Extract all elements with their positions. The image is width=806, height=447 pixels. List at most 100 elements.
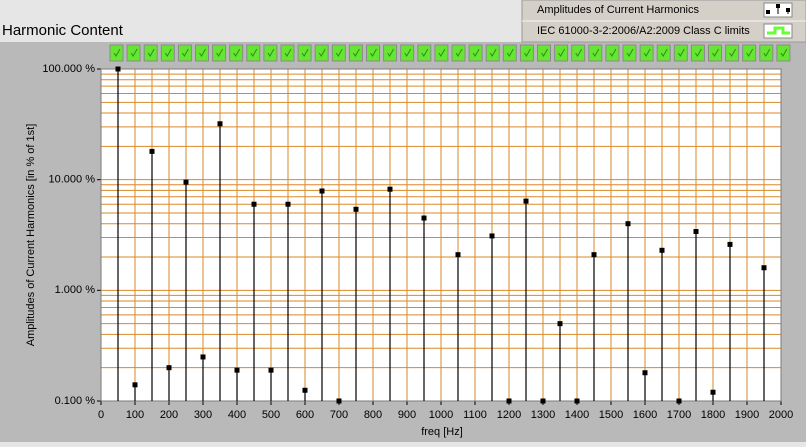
indicator-check — [558, 48, 566, 57]
x-tick-label: 100 — [126, 409, 144, 421]
limit-indicator — [519, 44, 534, 62]
indicator-check — [523, 48, 531, 57]
limit-indicator — [143, 44, 158, 62]
indicator-check — [438, 48, 446, 57]
limit-indicator — [314, 44, 329, 62]
indicator-check — [233, 48, 241, 57]
limit-indicator — [348, 44, 363, 62]
marker — [132, 382, 138, 388]
x-tick-label: 1200 — [497, 409, 521, 421]
limit-indicator — [605, 44, 620, 62]
marker — [217, 121, 223, 127]
y-tick-label: 100.000 % — [42, 63, 95, 75]
marker — [183, 179, 189, 185]
x-tick-label: 1100 — [463, 409, 487, 421]
indicator-check — [250, 48, 258, 57]
y-tick-label: 0.100 % — [55, 395, 96, 407]
marker — [625, 221, 631, 227]
x-tick-label: 700 — [330, 409, 348, 421]
limit-indicator — [331, 44, 346, 62]
limit-indicator — [177, 44, 192, 62]
indicator-check — [147, 48, 155, 57]
limit-indicator — [759, 44, 774, 62]
marker — [591, 252, 597, 258]
limit-indicator — [160, 44, 175, 62]
legend-label: IEC 61000-3-2:2006/A2:2009 Class C limit… — [537, 25, 750, 37]
legend-icon-box — [763, 23, 793, 39]
marker — [387, 186, 393, 192]
limit-indicator — [776, 44, 791, 62]
y-tick-label: 10.000 % — [49, 174, 96, 186]
indicator-check — [130, 48, 138, 57]
x-tick-label: 0 — [98, 409, 104, 421]
indicator-check — [780, 48, 788, 57]
limit-indicator — [417, 44, 432, 62]
indicator-check — [421, 48, 429, 57]
limit-indicator — [126, 44, 141, 62]
indicator-check — [199, 48, 206, 57]
marker — [676, 398, 682, 404]
limit-indicator — [468, 44, 483, 62]
indicator-check — [455, 48, 463, 57]
indicator-check — [541, 48, 548, 57]
limit-indicator — [502, 44, 517, 62]
marker — [268, 367, 274, 373]
limit-indicator — [622, 44, 637, 62]
plot-border — [100, 68, 782, 402]
limit-indicator — [383, 44, 398, 62]
indicator-check — [472, 48, 480, 57]
limit-indicator — [246, 44, 261, 62]
indicator-check — [404, 48, 412, 57]
limit-indicator — [366, 44, 380, 62]
indicator-check — [181, 48, 189, 57]
indicator-check — [660, 48, 668, 57]
x-tick-label: 800 — [364, 409, 382, 421]
x-tick-label: 1600 — [633, 409, 657, 421]
marker — [319, 188, 325, 194]
indicator-check — [489, 48, 497, 57]
x-tick-label: 500 — [262, 409, 280, 421]
x-axis-label: freq [Hz] — [421, 426, 463, 438]
indicator-check — [267, 48, 275, 57]
y-axis-label: Amplitudes of Current Harmonics [in % of… — [25, 124, 37, 347]
marker — [421, 215, 427, 221]
marker — [234, 367, 240, 373]
indicator-check — [164, 48, 172, 57]
limit-indicator — [263, 44, 278, 62]
legend-icon — [766, 10, 770, 14]
marker — [200, 354, 206, 360]
indicator-check — [746, 48, 754, 57]
marker — [659, 247, 665, 253]
marker — [336, 398, 342, 404]
legend-icon — [776, 4, 780, 8]
x-tick-label: 600 — [296, 409, 314, 421]
indicator-check — [643, 48, 651, 57]
marker — [489, 233, 495, 239]
marker — [251, 201, 257, 207]
limit-indicator — [725, 44, 740, 62]
limit-indicator — [400, 44, 415, 62]
limit-indicator — [639, 44, 654, 62]
limit-indicator — [212, 44, 227, 62]
indicator-check — [729, 48, 737, 57]
x-tick-label: 1900 — [735, 409, 759, 421]
marker — [710, 389, 716, 395]
marker — [285, 201, 291, 207]
marker — [761, 265, 767, 271]
x-tick-label: 1800 — [701, 409, 725, 421]
indicator-check — [763, 48, 771, 57]
limit-indicator — [109, 44, 124, 62]
chart-title: Harmonic Content — [2, 22, 124, 39]
marker — [302, 387, 308, 393]
marker — [574, 398, 580, 404]
indicator-check — [335, 48, 343, 57]
x-tick-label: 2000 — [769, 409, 793, 421]
marker — [115, 66, 121, 72]
x-tick-label: 1700 — [667, 409, 691, 421]
limit-indicator — [485, 44, 500, 62]
marker — [166, 365, 172, 371]
limit-indicator — [673, 44, 688, 62]
marker — [727, 241, 733, 247]
